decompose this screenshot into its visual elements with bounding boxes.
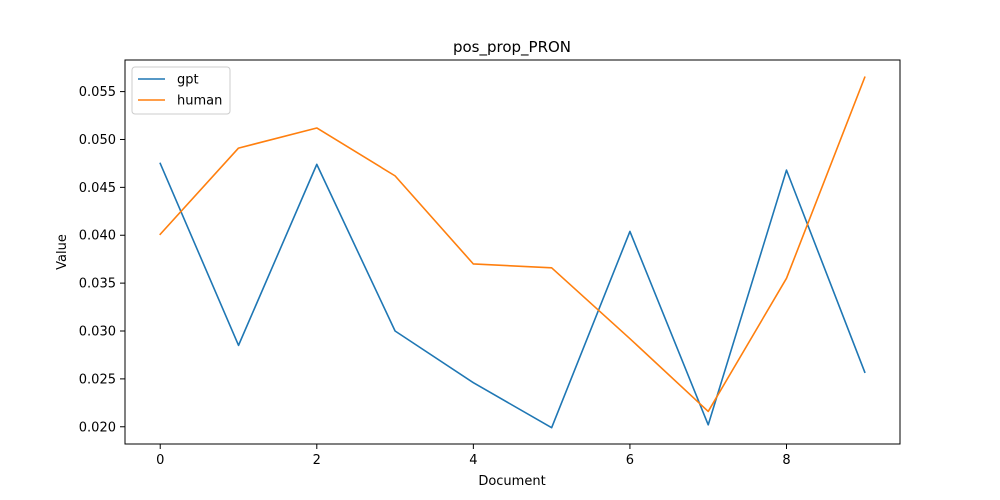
y-tick-label: 0.045: [79, 181, 116, 196]
legend-label-human: human: [177, 94, 222, 109]
y-tick-label: 0.025: [79, 372, 116, 387]
x-axis-label: Document: [478, 474, 545, 489]
y-tick-label: 0.040: [79, 229, 116, 244]
chart-title: pos_prop_PRON: [453, 38, 571, 57]
x-tick-label: 4: [469, 453, 477, 468]
x-tick-label: 8: [782, 453, 790, 468]
x-tick-label: 2: [313, 453, 321, 468]
series-line-gpt: [159, 162, 866, 429]
y-tick-label: 0.050: [79, 133, 116, 148]
y-tick-label: 0.030: [79, 325, 116, 340]
legend-label-gpt: gpt: [177, 73, 199, 88]
y-tick-label: 0.035: [79, 277, 116, 292]
plot-area: 0 2 4 6 8 0.020 0.025 0.030 0.035 0.040 0.045 0.050…: [79, 76, 866, 468]
x-tick-label: 6: [626, 453, 634, 468]
plot-frame: [124, 59, 901, 445]
y-tick-label: 0.020: [79, 420, 116, 435]
y-axis-label: Value: [55, 234, 70, 270]
y-tick-label: 0.055: [79, 85, 116, 100]
legend: gpt human: [131, 66, 231, 115]
series-line-human: [159, 76, 866, 413]
x-tick-label: 0: [156, 453, 164, 468]
